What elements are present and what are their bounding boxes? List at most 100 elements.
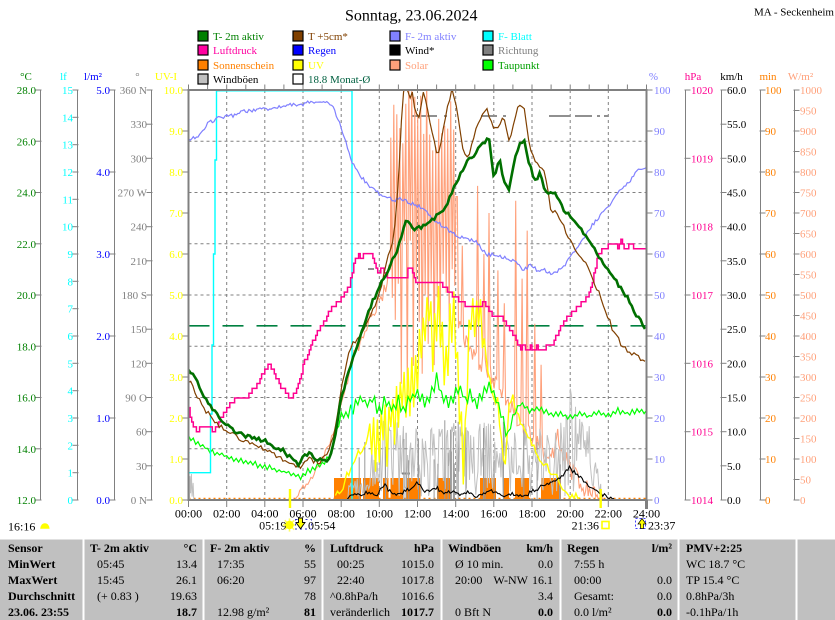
svg-text:Sonnenschein: Sonnenschein xyxy=(213,60,275,72)
svg-text:100: 100 xyxy=(800,454,817,466)
svg-text:Windböen: Windböen xyxy=(448,541,501,555)
svg-text:10.0: 10.0 xyxy=(164,85,184,97)
svg-text:70: 70 xyxy=(765,208,777,220)
svg-text:97: 97 xyxy=(304,573,316,587)
svg-text:300: 300 xyxy=(131,153,148,165)
svg-text:°C: °C xyxy=(20,71,32,83)
svg-text:360 N: 360 N xyxy=(120,85,147,97)
svg-text:1016.6: 1016.6 xyxy=(401,589,434,603)
svg-text:Richtung: Richtung xyxy=(498,45,539,57)
svg-text:0 N: 0 N xyxy=(131,495,147,507)
svg-text:0.0: 0.0 xyxy=(657,589,672,603)
svg-text:2: 2 xyxy=(68,440,74,452)
svg-text:70: 70 xyxy=(654,208,666,220)
svg-text:%: % xyxy=(649,71,658,83)
svg-text:6: 6 xyxy=(68,331,74,343)
svg-text:78: 78 xyxy=(304,589,316,603)
svg-text:%: % xyxy=(304,541,316,555)
svg-text:60.0: 60.0 xyxy=(727,85,747,97)
svg-text:00:25: 00:25 xyxy=(337,557,364,571)
svg-text:28.0: 28.0 xyxy=(17,85,37,97)
svg-text:22:40: 22:40 xyxy=(337,573,364,587)
svg-text:0.0: 0.0 xyxy=(657,573,672,587)
svg-text:Taupunkt: Taupunkt xyxy=(498,60,539,72)
svg-text:MinWert: MinWert xyxy=(8,557,55,571)
svg-text:3.0: 3.0 xyxy=(96,249,110,261)
svg-text:00:00: 00:00 xyxy=(175,507,202,521)
svg-text:km/h: km/h xyxy=(720,71,743,83)
svg-text:°: ° xyxy=(135,71,139,83)
svg-text:40: 40 xyxy=(765,331,777,343)
svg-text:20.0: 20.0 xyxy=(727,358,747,370)
svg-text:26.0: 26.0 xyxy=(17,136,37,148)
svg-text:4.0: 4.0 xyxy=(169,331,183,343)
svg-text:210: 210 xyxy=(131,256,148,268)
svg-text:0: 0 xyxy=(654,495,660,507)
svg-text:W-NW: W-NW xyxy=(493,573,528,587)
svg-text:250: 250 xyxy=(800,393,817,405)
svg-text:l/m²: l/m² xyxy=(84,71,103,83)
svg-text:12:00: 12:00 xyxy=(404,507,431,521)
svg-text:50: 50 xyxy=(765,290,777,302)
svg-text:16.0: 16.0 xyxy=(17,393,37,405)
svg-text:5.0: 5.0 xyxy=(96,85,110,97)
svg-text:5: 5 xyxy=(68,358,74,370)
svg-text:18.7: 18.7 xyxy=(176,605,197,619)
svg-text:20: 20 xyxy=(654,413,666,425)
svg-text:300: 300 xyxy=(800,372,817,384)
svg-text:1: 1 xyxy=(68,468,74,480)
svg-text:900: 900 xyxy=(800,126,817,138)
svg-text:Luftdruck: Luftdruck xyxy=(330,541,384,555)
svg-text:35.0: 35.0 xyxy=(727,256,747,268)
svg-text:3.4: 3.4 xyxy=(538,589,553,603)
svg-text:40: 40 xyxy=(654,331,666,343)
svg-text:0.0: 0.0 xyxy=(657,605,672,619)
svg-text:20: 20 xyxy=(765,413,777,425)
svg-text:60: 60 xyxy=(136,427,148,439)
svg-text:50: 50 xyxy=(654,290,666,302)
svg-text:150: 150 xyxy=(800,434,817,446)
svg-text:700: 700 xyxy=(800,208,817,220)
svg-text:14: 14 xyxy=(62,112,74,124)
svg-text:1015: 1015 xyxy=(691,427,714,439)
svg-text:18:00: 18:00 xyxy=(518,507,545,521)
svg-text:UV: UV xyxy=(308,60,324,72)
svg-text:4: 4 xyxy=(68,386,74,398)
svg-text:10: 10 xyxy=(62,222,74,234)
svg-text:Regen: Regen xyxy=(308,45,337,57)
svg-text:50: 50 xyxy=(800,475,812,487)
svg-text:7: 7 xyxy=(68,304,74,316)
svg-text:00:00: 00:00 xyxy=(574,573,601,587)
svg-text:MaxWert: MaxWert xyxy=(8,573,57,587)
svg-text:0.0: 0.0 xyxy=(727,495,741,507)
svg-text:450: 450 xyxy=(800,311,817,323)
svg-text:9.0: 9.0 xyxy=(169,126,183,138)
svg-text:7:55 h: 7:55 h xyxy=(574,557,604,571)
svg-text:30: 30 xyxy=(136,461,148,473)
svg-text:15:45: 15:45 xyxy=(97,573,124,587)
svg-text:120: 120 xyxy=(131,358,148,370)
svg-text:min: min xyxy=(759,71,777,83)
svg-text:16.1: 16.1 xyxy=(532,573,553,587)
svg-text:800: 800 xyxy=(800,167,817,179)
svg-text:500: 500 xyxy=(800,290,817,302)
svg-text:20.0: 20.0 xyxy=(17,290,37,302)
svg-text:650: 650 xyxy=(800,229,817,241)
svg-text:750: 750 xyxy=(800,188,817,200)
svg-text:W/m²: W/m² xyxy=(788,71,814,83)
svg-text:(+ 0.83 ): (+ 0.83 ) xyxy=(97,589,139,603)
svg-text:10: 10 xyxy=(654,454,666,466)
svg-text:2.0: 2.0 xyxy=(96,331,110,343)
svg-text:50.0: 50.0 xyxy=(727,153,747,165)
svg-text:WC 18.7 °C: WC 18.7 °C xyxy=(686,557,745,571)
svg-text:hPa: hPa xyxy=(414,541,434,555)
svg-text:05:45: 05:45 xyxy=(97,557,124,571)
svg-text:240: 240 xyxy=(131,222,148,234)
svg-text:Durchschnitt: Durchschnitt xyxy=(8,589,75,603)
svg-text:200: 200 xyxy=(800,413,817,425)
svg-text:7.0: 7.0 xyxy=(169,208,183,220)
svg-text:60: 60 xyxy=(654,249,666,261)
svg-text:0.0 l/m²: 0.0 l/m² xyxy=(574,605,612,619)
svg-text:55.0: 55.0 xyxy=(727,119,747,131)
svg-text:km/h: km/h xyxy=(526,541,553,555)
